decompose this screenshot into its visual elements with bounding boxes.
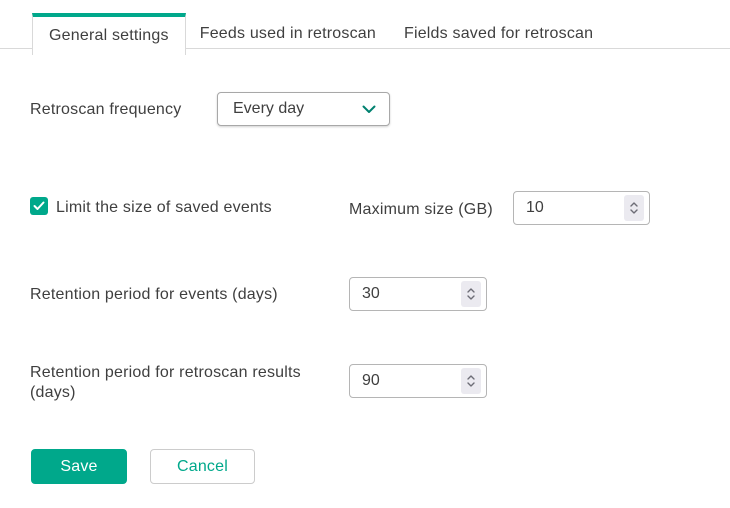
retention-events-label: Retention period for events (days)	[30, 286, 278, 303]
number-stepper-icon[interactable]	[624, 195, 644, 221]
number-stepper-icon[interactable]	[461, 368, 481, 394]
save-button[interactable]: Save	[31, 449, 127, 484]
checkmark-icon	[33, 201, 45, 211]
retention-results-field	[349, 364, 487, 398]
tab-fields-label: Fields saved for retroscan	[403, 25, 594, 42]
settings-tab-bar: General settings Feeds used in retroscan…	[0, 13, 730, 55]
retention-results-label: Retention period for retroscan results (…	[30, 364, 301, 401]
maximum-size-field	[513, 191, 650, 225]
retroscan-frequency-value: Every day	[233, 100, 305, 117]
limit-size-label: Limit the size of saved events	[56, 199, 272, 216]
tab-general-settings[interactable]: General settings	[32, 13, 186, 55]
tab-general-settings-label: General settings	[49, 27, 169, 44]
tab-fields-saved-for-retroscan[interactable]: Fields saved for retroscan	[390, 13, 607, 55]
chevron-down-icon	[362, 105, 376, 114]
tab-feeds-label: Feeds used in retroscan	[199, 25, 376, 42]
number-stepper-icon[interactable]	[461, 281, 481, 307]
retroscan-frequency-select[interactable]: Every day	[217, 92, 390, 126]
maximum-size-label: Maximum size (GB)	[349, 201, 493, 218]
retroscan-frequency-label: Retroscan frequency	[30, 101, 182, 118]
cancel-button[interactable]: Cancel	[150, 449, 255, 484]
limit-size-checkbox[interactable]	[30, 197, 48, 215]
tab-feeds-used-in-retroscan[interactable]: Feeds used in retroscan	[186, 13, 390, 55]
retention-events-field	[349, 277, 487, 311]
